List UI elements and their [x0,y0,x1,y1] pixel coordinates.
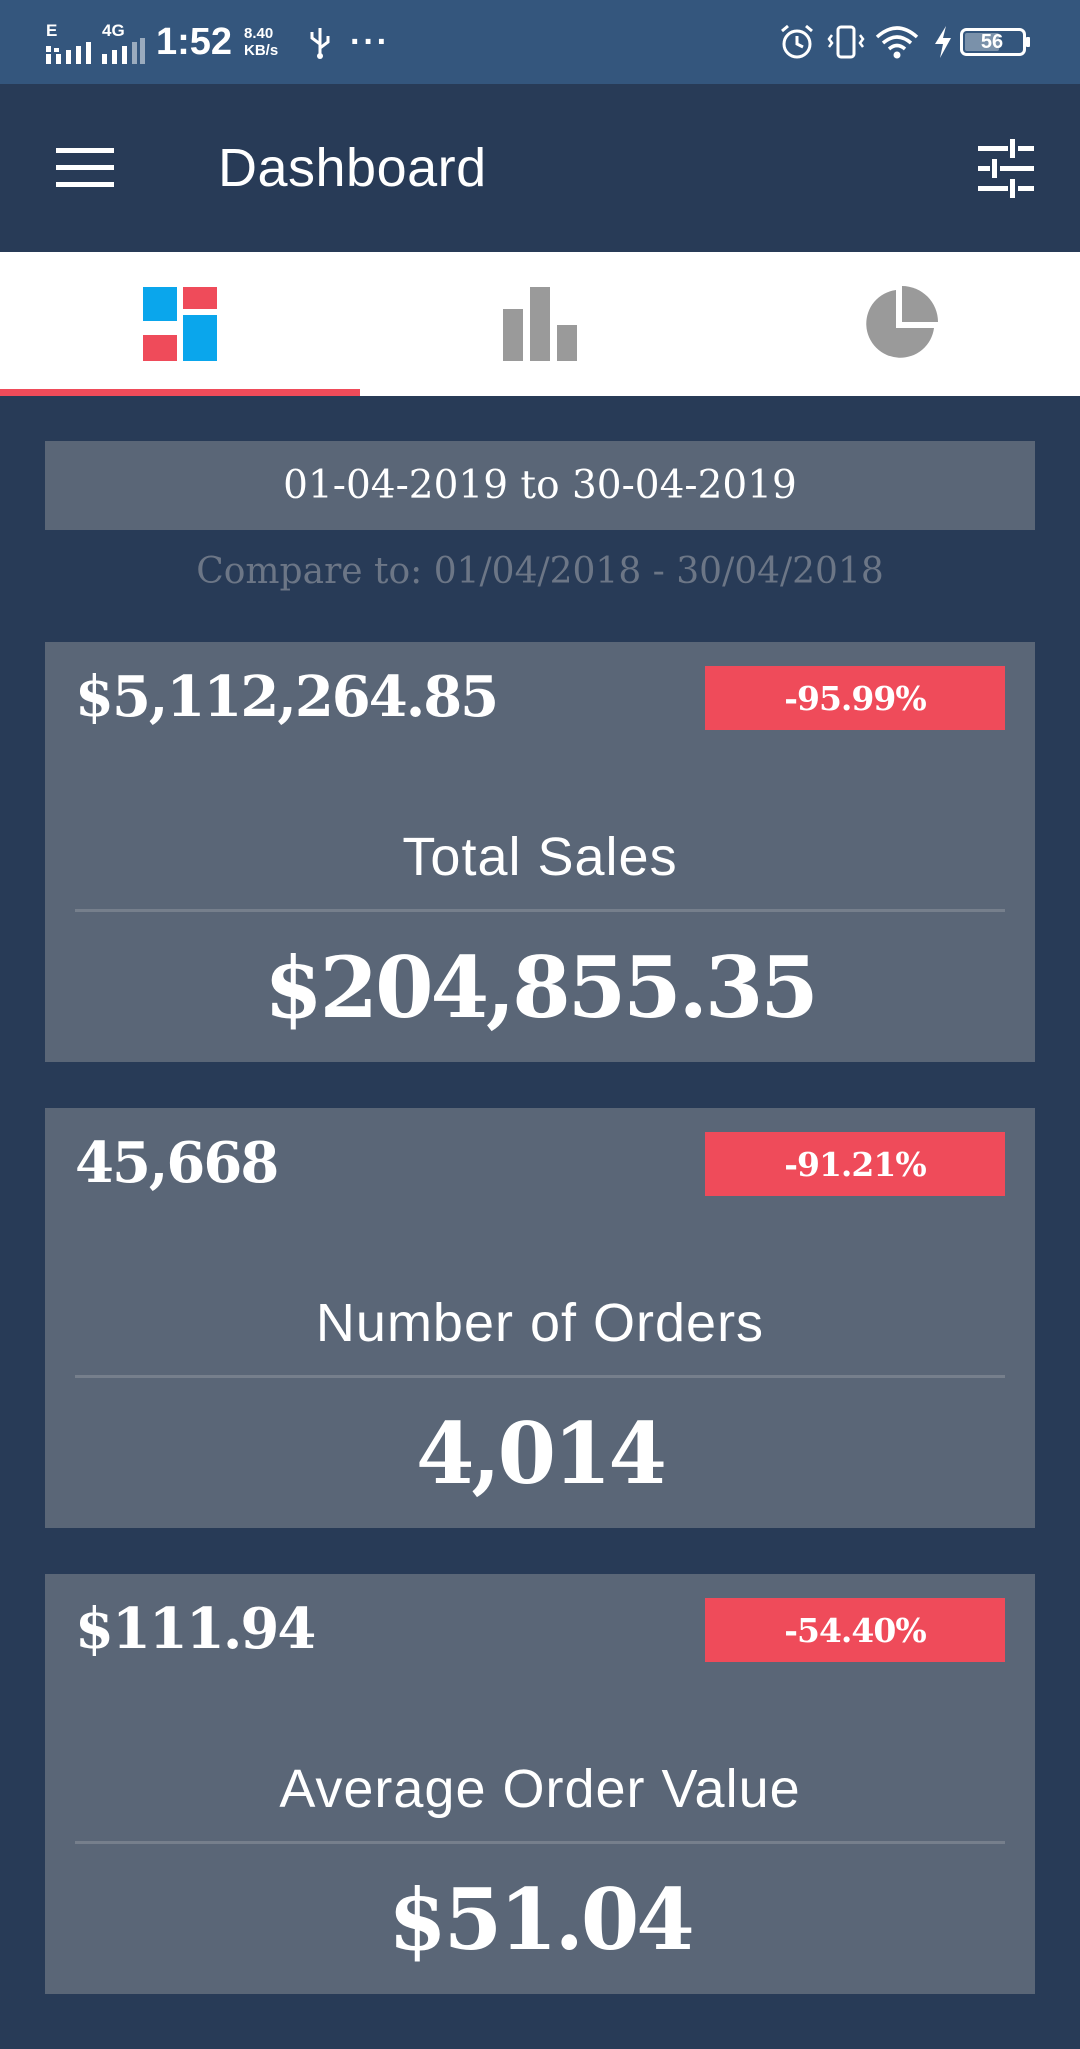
card-divider [75,1841,1005,1844]
current-value: $204,855.35 [264,937,819,1037]
card-divider [75,1375,1005,1378]
tiles-icon [143,287,217,361]
previous-value: 45,668 [75,1130,279,1196]
pie-chart-icon [866,286,938,358]
status-time: 1:52 [156,20,233,63]
charging-icon [932,0,954,84]
network-speed-value: 8.40 [244,25,274,42]
signal-4g-icon: 4G [100,0,146,84]
metric-card-total-sales[interactable]: $5,112,264.85 -95.99% Total Sales $204,8… [45,642,1035,1062]
usb-icon [306,0,334,84]
metric-title: Average Order Value [279,1759,801,1819]
change-badge: -91.21% [705,1132,1005,1196]
menu-button[interactable] [42,134,126,202]
tab-bar [0,252,1080,396]
vibrate-icon [826,0,866,84]
more-notifications-icon: ··· [350,22,390,61]
sliders-icon [978,139,1034,198]
hamburger-menu-icon [56,148,114,187]
metric-card-average-order-value[interactable]: $111.94 -54.40% Average Order Value $51.… [45,1574,1035,1994]
card-divider [75,909,1005,912]
metric-card-number-of-orders[interactable]: 45,668 -91.21% Number of Orders 4,014 [45,1108,1035,1528]
svg-text:4G: 4G [102,21,125,40]
app-bar: Dashboard [0,84,1080,252]
tab-bar-chart[interactable] [360,252,720,396]
signal-e-icon: E [44,0,96,84]
filter-button[interactable] [966,134,1046,204]
battery-icon: 56 [960,0,1032,84]
status-bar: E 4G 1:52 8.40 KB/s ··· [0,0,1080,84]
network-speed: 8.40 KB/s [244,0,278,84]
tab-pie-chart[interactable] [720,252,1080,396]
date-range-selector[interactable]: 01-04-2019 to 30-04-2019 [45,441,1035,530]
active-tab-indicator [0,389,360,396]
wifi-icon [874,0,920,84]
compare-range-text: Compare to: 01/04/2018 - 30/04/2018 [196,550,884,592]
change-badge: -54.40% [705,1598,1005,1662]
change-badge: -95.99% [705,666,1005,730]
svg-text:E: E [46,21,57,40]
previous-value: $5,112,264.85 [75,664,499,730]
metric-title: Number of Orders [315,1293,765,1353]
network-speed-unit: KB/s [244,42,279,59]
battery-level: 56 [980,30,1004,53]
alarm-icon [778,0,816,84]
metric-title: Total Sales [402,827,678,887]
bar-chart-icon [503,287,577,361]
previous-value: $111.94 [75,1596,316,1662]
page-title: Dashboard [218,138,487,198]
current-value: $51.04 [388,1869,694,1969]
tab-dashboard[interactable] [0,252,360,396]
current-value: 4,014 [415,1403,667,1503]
